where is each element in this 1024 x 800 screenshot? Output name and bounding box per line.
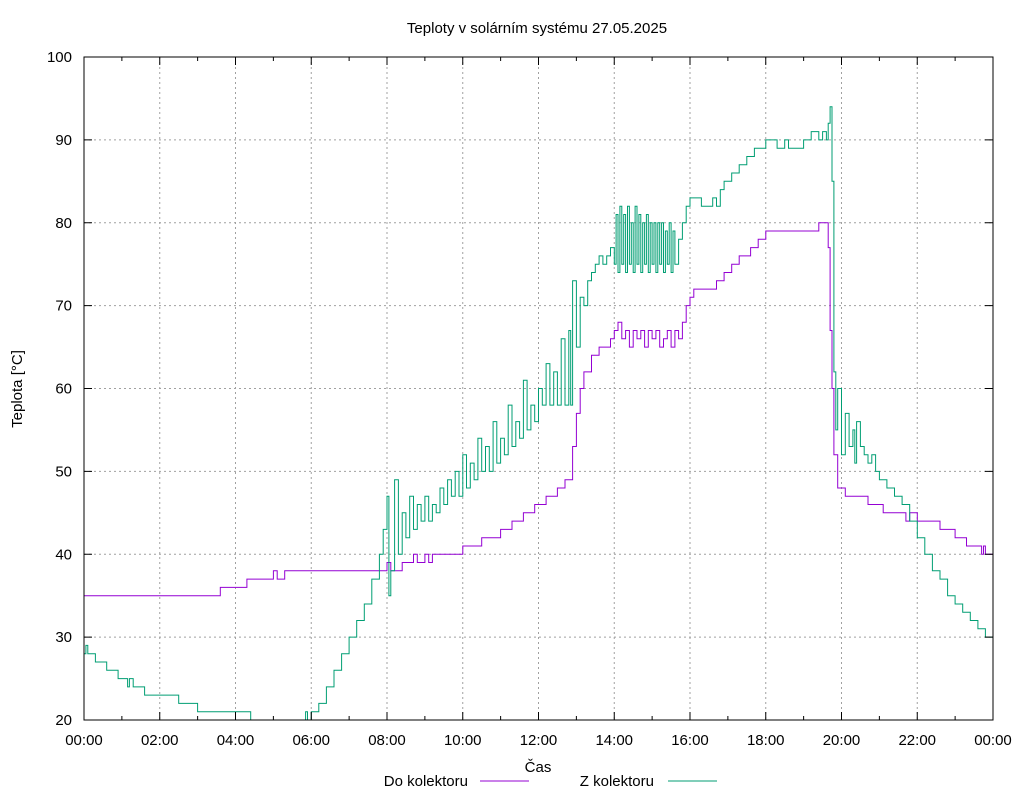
x-tick-label: 18:00: [747, 732, 785, 749]
series-line-z-kolektoru: [84, 106, 993, 721]
x-tick-label: 20:00: [823, 732, 861, 749]
grid-lines: [84, 57, 993, 720]
y-axis-label: Teplota [°C]: [9, 350, 26, 428]
x-tick-label: 10:00: [444, 732, 482, 749]
y-tick-label: 80: [55, 215, 72, 232]
y-tick-label: 100: [47, 49, 72, 66]
x-tick-label: 08:00: [368, 732, 406, 749]
axis-ticks: [83, 56, 994, 721]
series-line-do-kolektoru: [84, 222, 993, 597]
x-tick-label: 00:00: [65, 732, 103, 749]
tick-labels: 20 30 40 50 60 70 80 90 100 00:00 02:00 04:00 06:00 0…: [47, 49, 1012, 749]
y-tick-label: 60: [55, 381, 72, 398]
x-tick-label: 06:00: [292, 732, 330, 749]
x-tick-label: 16:00: [671, 732, 709, 749]
series-layer: [84, 106, 993, 721]
y-tick-label: 90: [55, 132, 72, 149]
x-tick-label: 12:00: [520, 732, 558, 749]
y-tick-label: 20: [55, 712, 72, 729]
y-tick-label: 50: [55, 463, 72, 480]
y-tick-label: 70: [55, 298, 72, 315]
x-tick-label: 02:00: [141, 732, 179, 749]
x-axis-label: Čas: [525, 759, 552, 776]
x-tick-label: 22:00: [898, 732, 936, 749]
x-tick-label: 00:00: [974, 732, 1012, 749]
legend-label: Z kolektoru: [580, 773, 654, 790]
y-tick-label: 40: [55, 546, 72, 563]
x-tick-label: 14:00: [595, 732, 633, 749]
x-tick-label: 04:00: [217, 732, 255, 749]
legend-label: Do kolektoru: [384, 773, 468, 790]
legend: Do kolektoru Z kolektoru: [384, 773, 717, 790]
chart-title: Teploty v solárním systému 27.05.2025: [407, 20, 667, 37]
y-tick-label: 30: [55, 629, 72, 646]
